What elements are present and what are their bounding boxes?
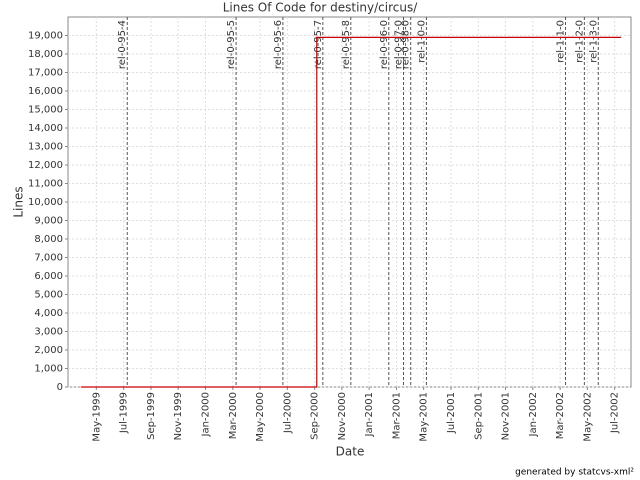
tag-label: rel-0-95-8: [341, 20, 352, 69]
y-tick-label: 16,000: [28, 86, 63, 97]
tag-label: rel-1-2-0: [574, 20, 585, 63]
y-tick-label: 5,000: [34, 290, 63, 301]
x-tick-label: May-2001: [419, 392, 430, 442]
y-tick-label: 15,000: [28, 105, 63, 116]
x-tick-label: Jan-2001: [364, 392, 375, 437]
y-tick-label: 3,000: [34, 327, 63, 338]
tag-label: rel-0-95-4: [117, 20, 128, 69]
x-tick-label: Jul-2002: [610, 392, 621, 434]
x-tick-label: May-2000: [255, 392, 266, 442]
x-tick-label: Jan-2002: [528, 392, 539, 437]
x-tick-label: Nov-2000: [337, 392, 348, 440]
y-tick-label: 14,000: [28, 123, 63, 134]
y-tick-label: 6,000: [34, 271, 63, 282]
x-tick-label: Sep-1999: [146, 392, 157, 440]
x-tick-label: Nov-2001: [500, 392, 511, 440]
y-tick-label: 9,000: [34, 216, 63, 227]
x-tick-label: Nov-1999: [173, 392, 184, 440]
y-axis-label: Lines: [12, 186, 26, 217]
y-tick-label: 1,000: [34, 364, 63, 375]
y-tick-label: 2,000: [34, 345, 63, 356]
x-tick-label: Jul-2000: [282, 392, 293, 434]
y-tick-label: 19,000: [28, 31, 63, 42]
tag-label: rel-0-95-6: [273, 20, 284, 69]
x-tick-label: Mar-2002: [555, 392, 566, 439]
y-tick-label: 0: [57, 382, 63, 393]
tag-label: rel-0-98-0: [401, 20, 412, 69]
x-tick-label: Jul-2001: [446, 392, 457, 434]
x-axis-label: Date: [336, 445, 365, 459]
x-tick-label: Jul-1999: [119, 392, 130, 434]
y-tick-label: 8,000: [34, 234, 63, 245]
y-tick-label: 11,000: [28, 179, 63, 190]
tag-label: rel-0-95-7: [313, 20, 324, 69]
footer: generated by statcvs-xml²: [515, 468, 634, 478]
y-tick-label: 7,000: [34, 253, 63, 264]
x-tick-label: May-2002: [582, 392, 593, 442]
x-tick-label: Sep-2001: [473, 392, 484, 440]
tag-label: rel-0-95-5: [226, 20, 237, 69]
tag-label: rel-1-1-0: [556, 20, 567, 63]
x-tick-label: Jan-2000: [200, 392, 211, 437]
tag-label: rel-1-3-0: [588, 20, 599, 63]
chart-title: Lines Of Code for destiny/circus/: [223, 1, 419, 15]
y-tick-label: 10,000: [28, 197, 63, 208]
x-tick-label: Mar-2001: [391, 392, 402, 439]
x-tick-label: May-1999: [91, 392, 102, 442]
tag-label: rel-0-96-0: [379, 20, 390, 69]
y-tick-label: 4,000: [34, 308, 63, 319]
x-tick-label: Sep-2000: [310, 392, 321, 440]
x-tick-label: Mar-2000: [228, 392, 239, 439]
data-line: [81, 36, 622, 388]
y-tick-label: 18,000: [28, 49, 63, 60]
y-tick-label: 12,000: [28, 160, 63, 171]
tag-label: rel-1-0-0: [416, 20, 427, 63]
tag-label: rel-0-97-0: [394, 20, 405, 69]
y-tick-label: 17,000: [28, 68, 63, 79]
y-tick-label: 13,000: [28, 142, 63, 153]
